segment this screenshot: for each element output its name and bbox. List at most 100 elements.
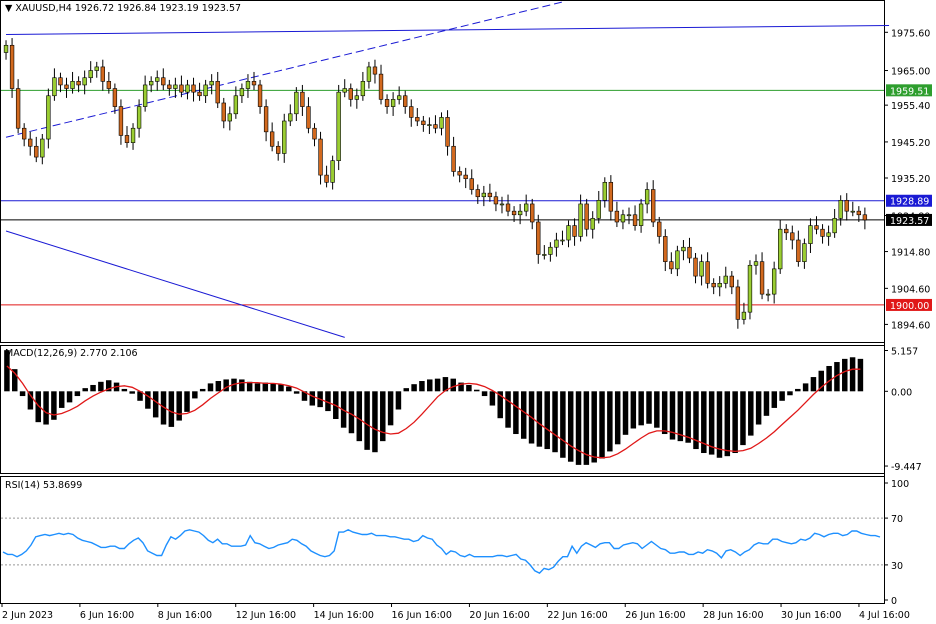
candle-body [717, 282, 722, 288]
candle-body [130, 127, 136, 143]
price-tick-label: 1965.00 [891, 67, 930, 78]
candle-body [276, 145, 281, 154]
rsi-tick-label: 0 [891, 596, 897, 607]
macd-bar [771, 391, 778, 408]
macd-bar [834, 362, 840, 392]
macd-bar [152, 391, 159, 418]
macd-bar [411, 384, 417, 392]
candle-body [173, 84, 178, 89]
macd-bar [857, 358, 864, 392]
macd-bar [591, 391, 597, 463]
macd-bar [301, 391, 308, 401]
candle-body [602, 182, 607, 201]
candle-body [263, 106, 269, 133]
candle-body [70, 81, 75, 89]
candle-body [596, 200, 601, 219]
macd-bar [497, 391, 503, 419]
macd-header: MACD(12,26,9) 2.770 2.106 [5, 348, 138, 359]
candle-body [348, 88, 353, 100]
macd-bar [4, 350, 10, 392]
price-tick-label: 1975.60 [891, 28, 930, 39]
candle-body [862, 214, 868, 221]
macd-tick-label: 0.00 [891, 387, 912, 398]
candle-body [729, 275, 734, 288]
candle-body [324, 174, 329, 183]
candle-body [638, 203, 644, 226]
candle-body [28, 138, 33, 147]
candle-body [693, 257, 698, 277]
candle-body [360, 81, 366, 97]
rsi-line [2, 529, 881, 574]
price-tick-label: 1914.80 [891, 248, 930, 259]
macd-bar [27, 391, 34, 410]
candle-body [451, 145, 456, 172]
macd-bar [403, 388, 410, 392]
candle-body [784, 228, 789, 234]
candle-body [487, 192, 493, 198]
candle-body [245, 81, 251, 89]
candle-body [82, 77, 87, 86]
macd-bar [481, 391, 488, 397]
candle-body [282, 120, 287, 154]
macd-bar [12, 369, 18, 392]
macd-bar [51, 391, 57, 420]
price-series [1, 1, 890, 338]
candle-body [34, 145, 39, 158]
candle-body [681, 246, 686, 252]
candle-body [384, 99, 390, 107]
time-tick-label: 28 Jun 16:00 [703, 610, 763, 621]
macd-bar [614, 391, 621, 445]
macd-bar [755, 391, 762, 425]
candle-body [221, 102, 226, 122]
candle-body [790, 232, 795, 241]
candle-body [578, 203, 583, 237]
candle-body [778, 228, 783, 270]
candle-body [378, 73, 384, 100]
macd-tick-label: 5.157 [891, 347, 918, 358]
candle-body [149, 81, 154, 86]
candle-body [814, 225, 819, 230]
candle-body [566, 225, 571, 241]
macd-bar [246, 381, 253, 392]
candle-body [548, 246, 553, 255]
time-tick-label: 2 Jun 2023 [2, 610, 53, 621]
macd-bar [387, 391, 394, 426]
macd-bar [278, 384, 284, 392]
candle-body [215, 81, 220, 104]
macd-bar [810, 377, 817, 392]
macd-bar [184, 391, 190, 412]
macd-bar [129, 391, 135, 394]
macd-series [4, 350, 864, 465]
candle-body [318, 138, 323, 176]
macd-bar [427, 379, 433, 392]
macd-bar [356, 391, 363, 442]
candle-body [421, 120, 426, 125]
candle-body [40, 138, 45, 158]
macd-bar [536, 391, 543, 447]
candle-body [330, 160, 335, 183]
candle-body [100, 66, 105, 82]
level-label-bg [886, 213, 932, 226]
macd-bar [168, 391, 175, 427]
macd-bar [654, 391, 660, 428]
candle-body [771, 268, 777, 295]
candle-body [505, 203, 511, 212]
macd-bar [638, 391, 644, 426]
macd-bar [145, 391, 151, 409]
macd-bar [716, 391, 723, 458]
candle-body [445, 117, 450, 147]
candle-body [457, 171, 462, 176]
candle-body [524, 203, 529, 212]
candle-body [669, 261, 674, 270]
candle-body [747, 264, 753, 313]
candle-body [124, 135, 130, 143]
level-label-bg [886, 194, 932, 207]
candle-body [651, 189, 656, 223]
macd-bar [160, 391, 167, 425]
macd-bar [802, 383, 809, 392]
price-tick-label: 1935.20 [891, 174, 930, 185]
macd-bar [748, 391, 754, 436]
macd-bar [192, 391, 198, 399]
candle-body [759, 261, 765, 295]
macd-bar [419, 381, 425, 392]
